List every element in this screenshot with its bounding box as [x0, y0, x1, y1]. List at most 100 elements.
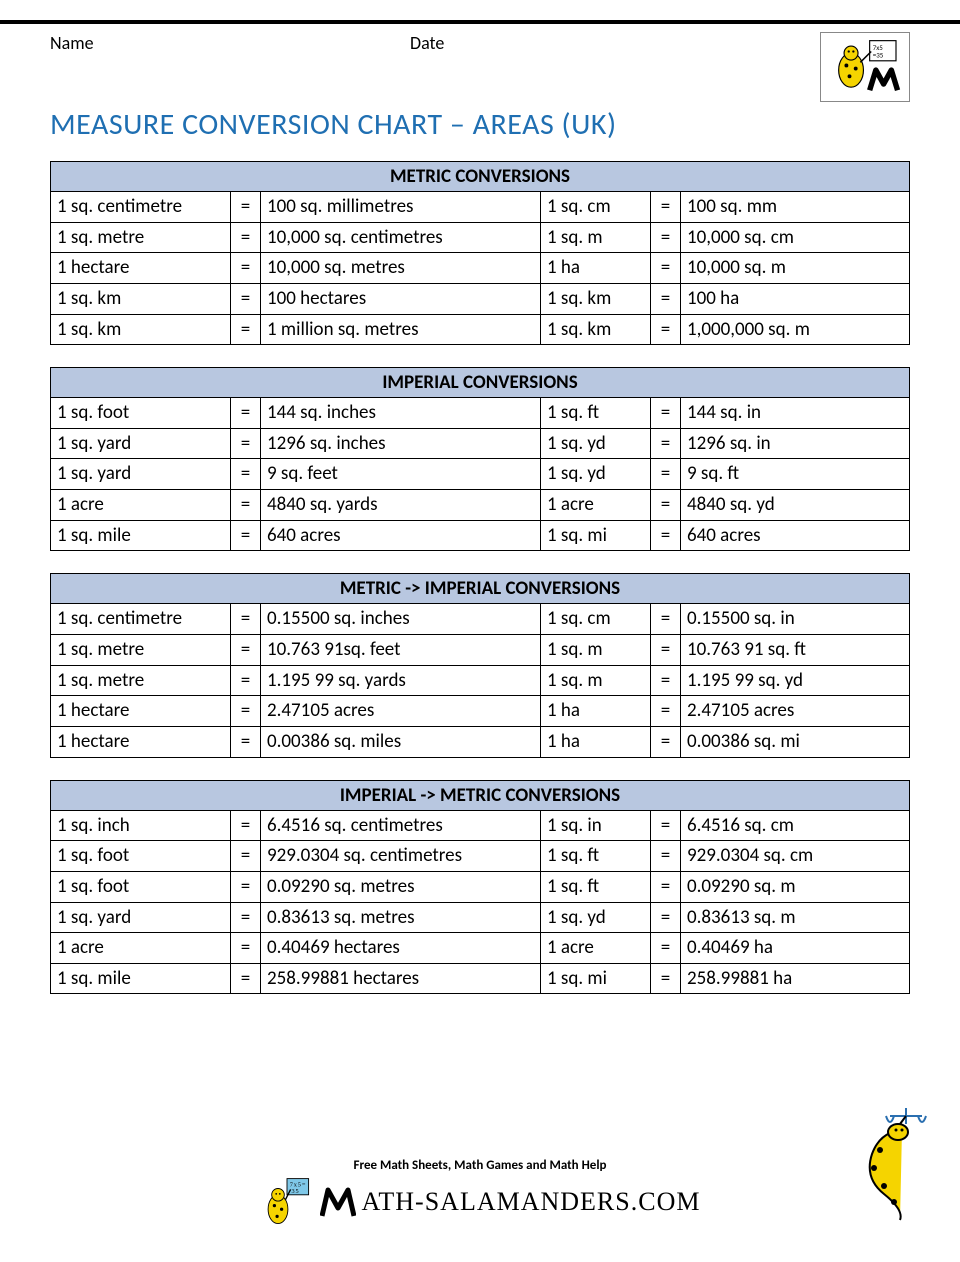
table-cell: 6.4516 sq. centimetres [261, 810, 541, 841]
conversion-table: METRIC -> IMPERIAL CONVERSIONS1 sq. cent… [50, 573, 910, 757]
table-cell: 0.00386 sq. miles [261, 726, 541, 757]
table-cell: = [651, 520, 681, 551]
table-cell: = [651, 635, 681, 666]
table-cell: 640 acres [261, 520, 541, 551]
table-cell: 1 sq. foot [51, 841, 231, 872]
table-cell: 1 sq. ft [541, 841, 651, 872]
conversion-table: METRIC CONVERSIONS1 sq. centimetre=100 s… [50, 161, 910, 345]
table-cell: 1 sq. cm [541, 604, 651, 635]
top-rule [0, 20, 960, 24]
table-row: 1 sq. yard=1296 sq. inches1 sq. yd=1296 … [51, 428, 910, 459]
table-cell: 10,000 sq. metres [261, 253, 541, 284]
table-cell: 1.195 99 sq. yd [681, 665, 910, 696]
table-cell: 1 sq. foot [51, 398, 231, 429]
table-cell: 1 sq. cm [541, 192, 651, 223]
footer: Free Math Sheets, Math Games and Math He… [0, 1158, 960, 1234]
table-row: 1 sq. km=1 million sq. metres1 sq. km=1,… [51, 314, 910, 345]
footer-brand: 7x5= 35 ATH-SALAMANDERS.COM [260, 1175, 701, 1229]
name-label: Name [50, 32, 410, 54]
table-cell: 10,000 sq. m [681, 253, 910, 284]
table-cell: = [651, 933, 681, 964]
table-cell: 1 ha [541, 726, 651, 757]
table-row: 1 sq. metre=10,000 sq. centimetres1 sq. … [51, 222, 910, 253]
table-cell: = [651, 398, 681, 429]
table-cell: 100 ha [681, 283, 910, 314]
table-cell: 1 sq. mi [541, 520, 651, 551]
date-label: Date [410, 32, 820, 54]
table-cell: 258.99881 ha [681, 963, 910, 994]
table-cell: = [231, 222, 261, 253]
table-cell: 1 sq. m [541, 222, 651, 253]
table-cell: = [231, 871, 261, 902]
table-cell: = [231, 726, 261, 757]
conversion-table: IMPERIAL CONVERSIONS1 sq. foot=144 sq. i… [50, 367, 910, 551]
worksheet-page: Name Date 7x5 =35 MEASUR [0, 32, 960, 994]
table-cell: 10.763 91 sq. ft [681, 635, 910, 666]
table-cell: = [651, 665, 681, 696]
table-row: 1 sq. mile=640 acres1 sq. mi=640 acres [51, 520, 910, 551]
table-cell: 4840 sq. yd [681, 490, 910, 521]
table-cell: 144 sq. inches [261, 398, 541, 429]
table-cell: = [651, 490, 681, 521]
table-cell: 1 sq. km [541, 283, 651, 314]
table-cell: 0.15500 sq. in [681, 604, 910, 635]
table-cell: 1 sq. m [541, 665, 651, 696]
svg-text:35: 35 [291, 1188, 299, 1195]
table-row: 1 sq. yard=0.83613 sq. metres1 sq. yd=0.… [51, 902, 910, 933]
table-cell: 1 sq. ft [541, 871, 651, 902]
table-cell: = [651, 253, 681, 284]
table-cell: 10,000 sq. centimetres [261, 222, 541, 253]
table-cell: = [231, 314, 261, 345]
table-cell: 100 sq. mm [681, 192, 910, 223]
table-cell: = [651, 283, 681, 314]
table-cell: = [651, 902, 681, 933]
table-cell: = [231, 459, 261, 490]
table-cell: = [651, 841, 681, 872]
table-cell: = [651, 696, 681, 727]
table-cell: = [231, 963, 261, 994]
table-row: 1 hectare=10,000 sq. metres1 ha=10,000 s… [51, 253, 910, 284]
table-cell: 1 sq. m [541, 635, 651, 666]
table-cell: = [231, 635, 261, 666]
table-cell: 1 sq. in [541, 810, 651, 841]
table-row: 1 sq. foot=144 sq. inches1 sq. ft=144 sq… [51, 398, 910, 429]
table-cell: = [231, 398, 261, 429]
table-cell: 0.40469 ha [681, 933, 910, 964]
table-cell: 640 acres [681, 520, 910, 551]
table-cell: = [651, 871, 681, 902]
table-row: 1 sq. yard=9 sq. feet1 sq. yd=9 sq. ft [51, 459, 910, 490]
table-cell: 1 hectare [51, 726, 231, 757]
table-row: 1 sq. foot=0.09290 sq. metres1 sq. ft=0.… [51, 871, 910, 902]
table-row: 1 acre=0.40469 hectares1 acre=0.40469 ha [51, 933, 910, 964]
table-cell: 1 sq. centimetre [51, 192, 231, 223]
table-cell: = [651, 222, 681, 253]
table-row: 1 sq. km=100 hectares1 sq. km=100 ha [51, 283, 910, 314]
table-row: 1 sq. centimetre=0.15500 sq. inches1 sq.… [51, 604, 910, 635]
table-cell: 6.4516 sq. cm [681, 810, 910, 841]
table-cell: 1296 sq. in [681, 428, 910, 459]
table-cell: 258.99881 hectares [261, 963, 541, 994]
table-cell: 1,000,000 sq. m [681, 314, 910, 345]
table-cell: 1 acre [51, 933, 231, 964]
table-cell: 929.0304 sq. cm [681, 841, 910, 872]
table-cell: 0.83613 sq. m [681, 902, 910, 933]
table-cell: 1 ha [541, 696, 651, 727]
page-title: MEASURE CONVERSION CHART – AREAS (UK) [50, 106, 910, 143]
table-cell: 1 sq. metre [51, 635, 231, 666]
table-cell: = [231, 902, 261, 933]
table-cell: = [651, 604, 681, 635]
table-cell: 1 sq. metre [51, 665, 231, 696]
table-cell: 1 sq. yard [51, 428, 231, 459]
table-cell: 0.15500 sq. inches [261, 604, 541, 635]
table-title: METRIC -> IMPERIAL CONVERSIONS [51, 574, 910, 604]
corner-salamander-icon [830, 1102, 930, 1222]
table-title: METRIC CONVERSIONS [51, 162, 910, 192]
table-row: 1 sq. inch=6.4516 sq. centimetres1 sq. i… [51, 810, 910, 841]
letter-m-icon [320, 1184, 356, 1220]
table-cell: = [651, 810, 681, 841]
table-cell: 0.09290 sq. m [681, 871, 910, 902]
table-cell: 1 acre [541, 933, 651, 964]
table-row: 1 sq. metre=1.195 99 sq. yards1 sq. m=1.… [51, 665, 910, 696]
table-cell: 1 million sq. metres [261, 314, 541, 345]
table-cell: 0.00386 sq. mi [681, 726, 910, 757]
